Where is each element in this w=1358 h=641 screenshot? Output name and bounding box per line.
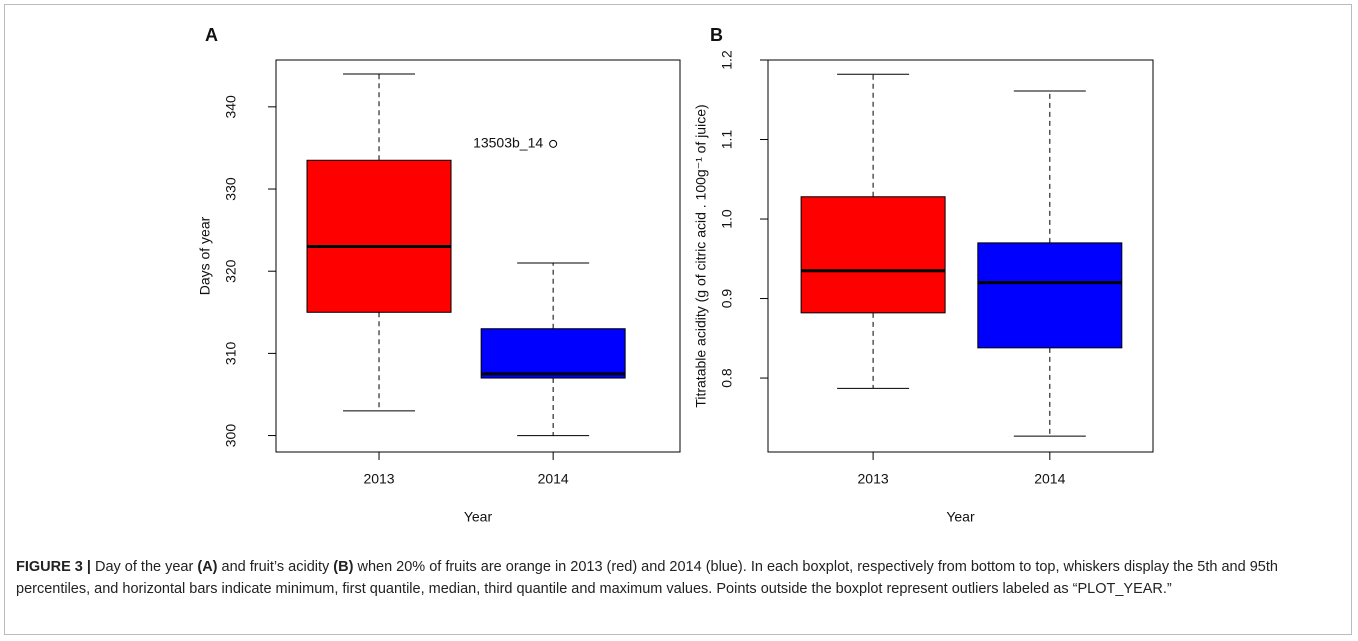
caption-text: (B) [333, 559, 354, 575]
y-axis-label: Days of year [197, 216, 213, 295]
x-tick-label: 2013 [858, 471, 889, 487]
x-axis-label: Year [946, 509, 975, 525]
figure-frame [4, 4, 1352, 635]
box [800, 196, 946, 314]
caption-label: FIGURE 3 | [16, 559, 91, 575]
y-tick-label: 300 [223, 424, 239, 448]
y-tick-label: 340 [223, 95, 239, 119]
y-tick-label: 1.0 [719, 209, 735, 229]
caption: FIGURE 3 | Day of the year (A) and fruit… [16, 556, 1342, 600]
y-tick-label: 330 [223, 177, 239, 201]
caption-text: and fruit’s acidity [217, 559, 334, 575]
y-tick-label: 1.2 [719, 50, 735, 70]
box [977, 242, 1123, 349]
y-tick-label: 1.1 [719, 130, 735, 150]
y-tick-label: 310 [223, 341, 239, 365]
caption-text: when 20% of fruits are orange in 2013 (r… [16, 559, 1278, 597]
panel-label: B [710, 25, 723, 45]
outlier [549, 139, 558, 148]
x-tick-label: 2014 [1034, 471, 1065, 487]
y-tick-label: 0.8 [719, 368, 735, 388]
plot-frame [767, 59, 1154, 453]
x-tick-label: 2014 [538, 471, 569, 487]
box [306, 159, 452, 313]
caption-text: Day of the year [90, 559, 198, 575]
plot-frame [275, 59, 681, 453]
x-tick-label: 2013 [363, 471, 394, 487]
x-axis-label: Year [464, 509, 493, 525]
chart: A 300 310 320 330 340 Days of year Year 2013 2014… [197, 25, 1154, 525]
panel-label: A [205, 25, 218, 45]
outlier-label: 13503b_14 [473, 135, 543, 151]
y-axis-label: Titratable acidity (g of citric acid . 1… [693, 104, 709, 407]
y-tick-label: 0.9 [719, 289, 735, 309]
y-tick-label: 320 [223, 259, 239, 283]
box [480, 328, 626, 379]
caption-text: (A) [197, 559, 218, 575]
